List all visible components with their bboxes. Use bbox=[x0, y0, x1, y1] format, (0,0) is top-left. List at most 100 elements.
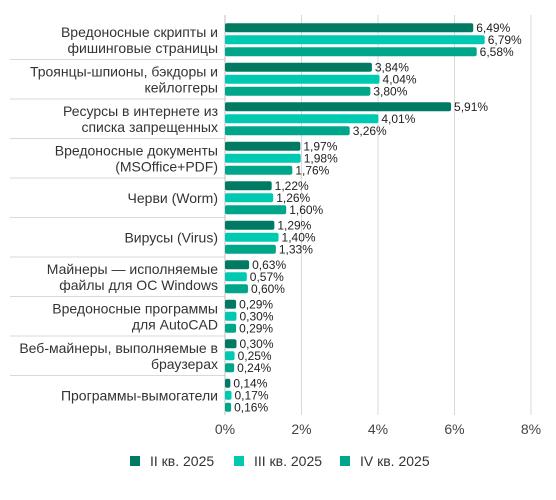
bar bbox=[225, 47, 477, 57]
data-label: 0,60% bbox=[251, 282, 285, 296]
legend: II кв. 2025 III кв. 2025 IV кв. 2025 bbox=[130, 453, 430, 469]
bar bbox=[225, 193, 274, 203]
bar bbox=[225, 299, 237, 309]
category-label: Программы-вымогатели bbox=[61, 387, 218, 403]
bar bbox=[225, 272, 247, 282]
data-label: 6,49% bbox=[476, 21, 510, 35]
category-label: Троянцы-шпионы, бэкдоры и кейлоггеры bbox=[30, 63, 218, 95]
category-label: Ресурсы в интернете из списка запрещенных bbox=[63, 103, 218, 135]
category-label-line: Веб-майнеры, выполняемые в bbox=[19, 340, 218, 356]
category-label: Вирусы (Virus) bbox=[124, 229, 218, 245]
bar bbox=[225, 141, 301, 151]
data-label: 0,17% bbox=[235, 388, 269, 402]
category-label-line: Майнеры — исполняемые bbox=[47, 261, 218, 277]
bar bbox=[225, 181, 272, 191]
x-tick-label: 2% bbox=[291, 421, 311, 437]
category-label-line: для AutoCAD bbox=[132, 316, 218, 332]
category-label: Вредоносные программы для AutoCAD bbox=[52, 300, 218, 332]
category-label-line: Черви (Worm) bbox=[128, 190, 218, 206]
data-label: 1,98% bbox=[304, 151, 338, 165]
bar bbox=[225, 378, 231, 388]
category-label-line: списка запрещенных bbox=[81, 119, 218, 135]
bar bbox=[225, 390, 232, 400]
bar bbox=[225, 402, 232, 412]
data-label: 0,29% bbox=[239, 297, 273, 311]
bar bbox=[225, 114, 379, 124]
data-label: 3,80% bbox=[373, 84, 407, 98]
category-label-line: Программы-вымогатели bbox=[61, 387, 218, 403]
bar bbox=[225, 86, 371, 96]
bar bbox=[225, 153, 301, 163]
bar bbox=[225, 35, 485, 45]
value-labels: 6,49%6,79%6,58% 3,84%4,04%3,80% 5,91% 4,01%… bbox=[233, 21, 522, 415]
category-label-line: фишинговые страницы bbox=[68, 40, 219, 56]
bar bbox=[225, 260, 250, 270]
category-label-line: Вирусы (Virus) bbox=[124, 229, 218, 245]
bar bbox=[225, 339, 237, 349]
bar bbox=[225, 232, 279, 242]
data-label: 1,33% bbox=[279, 242, 313, 256]
data-label: 1,22% bbox=[275, 179, 309, 193]
data-label: 1,76% bbox=[295, 163, 329, 177]
data-label: 0,16% bbox=[234, 400, 268, 414]
category-label: Вредоносные документы (MSOffice+PDF) bbox=[55, 142, 218, 174]
category-label: Майнеры — исполняемые файлы для ОС Window… bbox=[47, 261, 218, 293]
data-label: 5,91% bbox=[454, 100, 488, 114]
data-label: 0,25% bbox=[238, 349, 272, 363]
category-label-line: Ресурсы в интернете из bbox=[63, 103, 218, 119]
data-label: 4,01% bbox=[381, 112, 415, 126]
category-label-line: кейлоггеры bbox=[144, 79, 218, 95]
data-label: 6,79% bbox=[488, 33, 522, 47]
legend-swatch bbox=[340, 456, 350, 466]
data-label: 6,58% bbox=[480, 45, 514, 59]
data-label: 1,26% bbox=[276, 191, 310, 205]
data-label: 3,26% bbox=[353, 124, 387, 138]
legend-label: II кв. 2025 bbox=[150, 453, 214, 469]
data-label: 0,63% bbox=[252, 258, 286, 272]
x-tick-label: 0% bbox=[215, 421, 235, 437]
legend-swatch bbox=[234, 456, 244, 466]
data-label: 0,24% bbox=[237, 361, 271, 375]
legend-label: IV кв. 2025 bbox=[360, 453, 430, 469]
bar bbox=[225, 23, 474, 33]
category-label-line: Троянцы-шпионы, бэкдоры и bbox=[30, 63, 218, 79]
bar bbox=[225, 205, 287, 215]
bar bbox=[225, 102, 452, 112]
bar bbox=[225, 311, 237, 321]
data-label: 1,40% bbox=[282, 230, 316, 244]
data-label: 0,14% bbox=[233, 376, 267, 390]
data-label: 4,04% bbox=[383, 72, 417, 86]
bar bbox=[225, 220, 275, 230]
data-label: 0,57% bbox=[250, 270, 284, 284]
data-label: 0,29% bbox=[239, 321, 273, 335]
bar bbox=[225, 363, 235, 373]
bar bbox=[225, 244, 276, 254]
bar bbox=[225, 351, 235, 361]
category-label-line: Вредоносные программы bbox=[52, 300, 218, 316]
x-tick-label: 8% bbox=[521, 421, 541, 437]
category-label-line: Вредоносные документы bbox=[55, 142, 218, 158]
category-label: Вредоносные скрипты и фишинговые страницы bbox=[61, 24, 218, 56]
bar bbox=[225, 74, 380, 84]
data-label: 1,60% bbox=[289, 203, 323, 217]
bar bbox=[225, 323, 237, 333]
category-label-line: (MSOffice+PDF) bbox=[115, 158, 218, 174]
bar bbox=[225, 126, 350, 136]
category-label-line: браузерах bbox=[151, 356, 218, 372]
x-tick-label: 6% bbox=[444, 421, 464, 437]
bar bbox=[225, 165, 293, 175]
legend-label: III кв. 2025 bbox=[254, 453, 322, 469]
bars bbox=[225, 23, 485, 412]
bar bbox=[225, 284, 248, 294]
x-tick-label: 4% bbox=[368, 421, 388, 437]
category-labels: Вредоносные скрипты и фишинговые страницы… bbox=[19, 24, 218, 404]
data-label: 1,97% bbox=[303, 139, 337, 153]
category-label-line: файлы для ОС Windows bbox=[59, 277, 218, 293]
data-label: 1,29% bbox=[277, 218, 311, 232]
data-label: 3,84% bbox=[375, 60, 409, 74]
category-label-line: Вредоносные скрипты и bbox=[61, 24, 218, 40]
bar bbox=[225, 62, 372, 72]
x-tick-labels: 0% 2% 4% 6% 8% bbox=[215, 421, 541, 437]
